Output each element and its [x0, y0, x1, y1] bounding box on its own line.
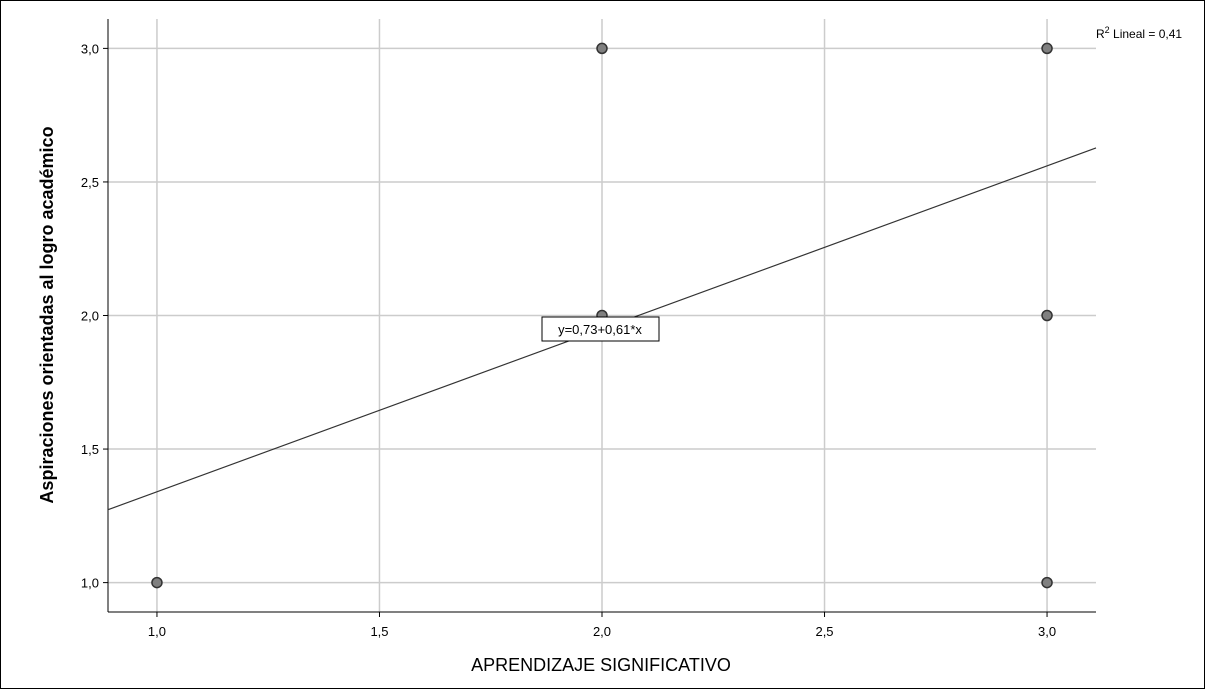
x-axis-title: APRENDIZAJE SIGNIFICATIVO [471, 655, 731, 675]
r2-superscript: 2 [1105, 25, 1110, 35]
y-tick-label-0: 1,0 [81, 576, 99, 591]
tick-labels: 1,0 1,0 1,5 1,5 2,0 2,0 2,5 2,5 3,0 3,0 [81, 41, 1056, 639]
equation-box-border [541, 316, 660, 342]
data-point-3 [1041, 42, 1053, 55]
equation-label: y=0,73+0,61*x [558, 322, 642, 337]
data-point-4 [1041, 309, 1053, 322]
r2-value: Lineal = 0,41 [1110, 27, 1183, 41]
x-tick-label-4: 3,0 [1038, 624, 1056, 639]
data-point-1 [596, 42, 608, 55]
y-axis-title: Aspiraciones orientadas al logro académi… [37, 126, 57, 503]
data-point-0 [151, 576, 163, 589]
axes [103, 19, 1096, 617]
r2-label: R2 Lineal = 0,41 [1096, 25, 1182, 41]
y-tick-label-1: 1,5 [81, 442, 99, 457]
x-tick-label-3: 2,5 [815, 624, 833, 639]
equation-box: y=0,73+0,61*x [541, 316, 660, 342]
data-point-5 [1041, 576, 1053, 589]
x-tick-label-1: 1,5 [370, 624, 388, 639]
y-tick-label-2: 2,0 [81, 309, 99, 324]
y-tick-label-3: 2,5 [81, 175, 99, 190]
x-tick-label-2: 2,0 [593, 624, 611, 639]
y-tick-label-4: 3,0 [81, 41, 99, 56]
r2-prefix: R [1096, 27, 1105, 41]
x-tick-label-0: 1,0 [148, 624, 166, 639]
chart-labels: APRENDIZAJE SIGNIFICATIVO Aspiraciones o… [37, 25, 1182, 675]
